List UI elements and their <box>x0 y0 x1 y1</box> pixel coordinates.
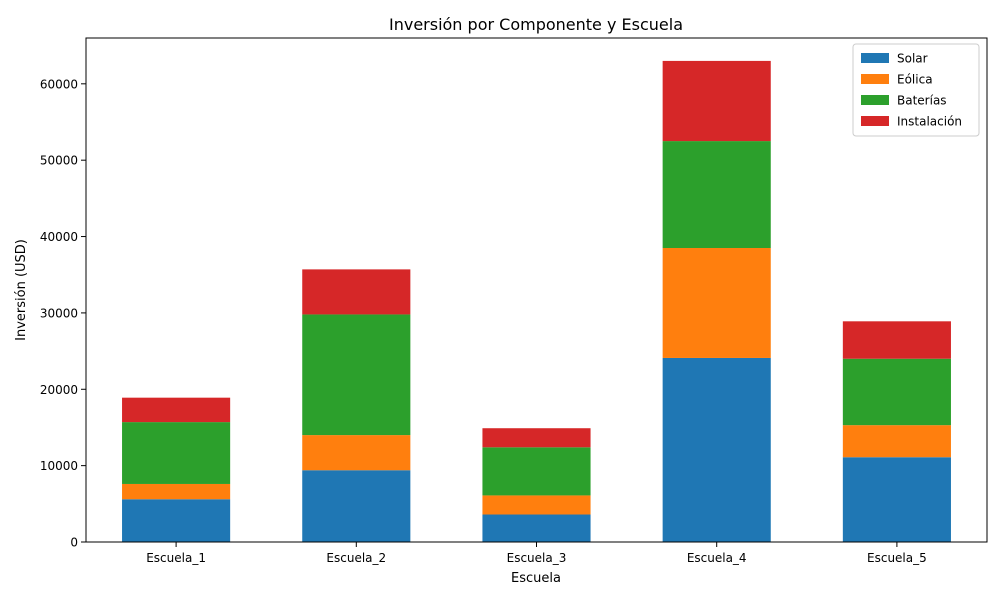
y-tick-label: 20000 <box>40 383 78 397</box>
x-tick-label: Escuela_3 <box>507 551 567 565</box>
x-tick-label: Escuela_4 <box>687 551 747 565</box>
y-axis-label: Inversión (USD) <box>14 239 29 341</box>
y-tick-label: 0 <box>70 536 78 550</box>
bar-segment <box>122 499 231 542</box>
legend-label: Solar <box>897 52 928 66</box>
bar-segment <box>302 435 411 471</box>
legend-swatch <box>861 53 889 63</box>
bar-segment <box>302 269 411 315</box>
legend-label: Baterías <box>897 94 947 108</box>
bar-segment <box>662 357 771 542</box>
legend-swatch <box>861 74 889 84</box>
bar-segment <box>842 457 951 542</box>
y-tick-label: 50000 <box>40 154 78 168</box>
bar-segment <box>122 422 231 484</box>
bars-layer <box>122 60 951 542</box>
y-tick-label: 40000 <box>40 230 78 244</box>
y-tick-label: 30000 <box>40 306 78 320</box>
bar-segment <box>842 425 951 458</box>
bar-segment <box>482 514 591 542</box>
legend-swatch <box>861 116 889 126</box>
bar-segment <box>662 60 771 142</box>
legend-label: Eólica <box>897 73 933 87</box>
chart-title: Inversión por Componente y Escuela <box>389 15 683 34</box>
bar-segment <box>302 470 411 542</box>
bar-segment <box>482 447 591 496</box>
bar-segment <box>122 397 231 423</box>
legend: Solar Eólica Baterías Instalación <box>852 43 980 137</box>
bar-segment <box>662 141 771 248</box>
axes-layer: 0 10000 20000 30000 40000 50000 60000 Escuela_1… <box>40 37 988 565</box>
legend-label: Instalación <box>897 115 962 129</box>
bar-segment <box>842 321 951 359</box>
x-tick-label: Escuela_5 <box>867 551 927 565</box>
y-tick-label: 10000 <box>40 459 78 473</box>
bar-segment <box>482 428 591 448</box>
bar-segment <box>662 248 771 358</box>
x-tick-label: Escuela_1 <box>146 551 206 565</box>
legend-box <box>852 43 980 137</box>
bar-segment <box>482 495 591 515</box>
bar-segment <box>122 483 231 500</box>
bar-segment <box>302 314 411 436</box>
x-tick-label: Escuela_2 <box>326 551 386 565</box>
legend-swatch <box>861 95 889 105</box>
bar-segment <box>842 358 951 426</box>
x-axis-label: Escuela <box>511 571 561 586</box>
y-tick-label: 60000 <box>40 77 78 91</box>
